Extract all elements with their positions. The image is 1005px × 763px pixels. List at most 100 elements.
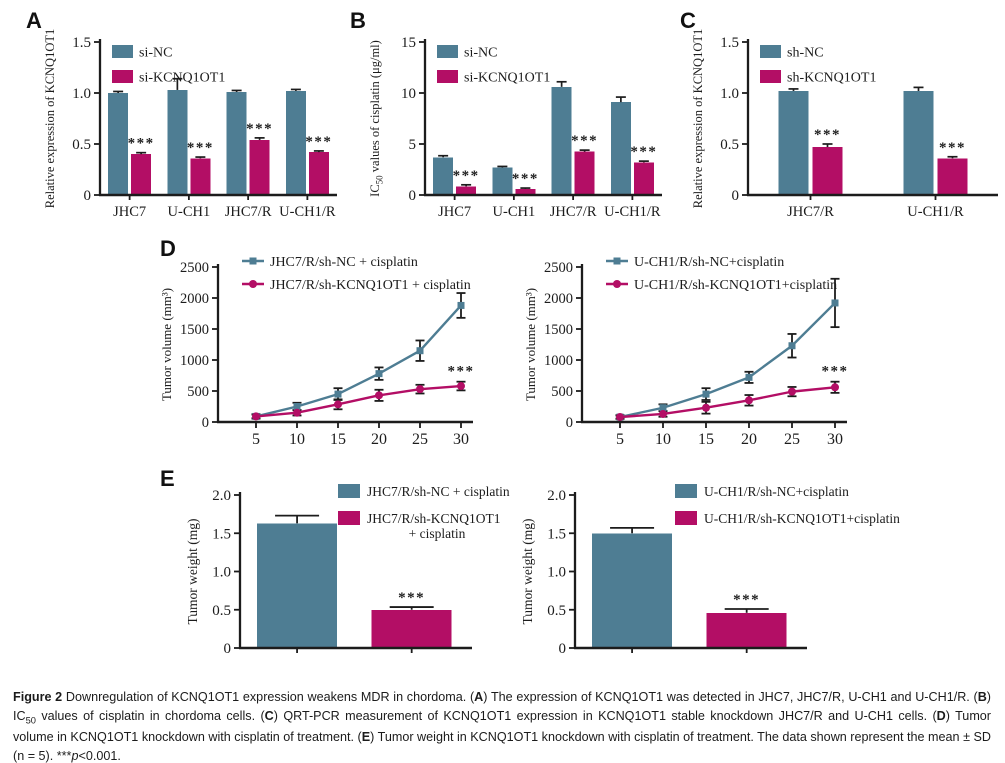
x-category-label: JHC7 [113, 204, 146, 220]
x-category-label: JHC7/R [550, 204, 597, 220]
data-point-marker-square [788, 342, 796, 350]
y-axis-title: Tumor weight (mg) [185, 518, 200, 624]
series-line-JHC7/R/sh-NC + cisplatin [255, 304, 462, 418]
bar-si-KCNQ1OT1-U-CH1 [515, 188, 536, 195]
x-tick-label: 10 [289, 431, 305, 448]
y-tick-label: 2000 [180, 291, 209, 307]
significance-stars: *** [733, 592, 760, 608]
data-point-marker-square [831, 299, 839, 307]
y-tick-label: 1500 [544, 322, 573, 338]
y-tick-label: 2500 [180, 260, 209, 276]
y-tick-label: 0 [566, 415, 573, 431]
chart-A: Relative expression of KCNQ1OT1 JHC7 *** U-… [43, 29, 337, 220]
panel-label-e: E [160, 466, 175, 491]
x-tick-label: 5 [252, 431, 260, 448]
bar-sh-NC-U-CH1/R [903, 90, 934, 195]
panel-label-c: C [680, 8, 696, 33]
data-point-marker-circle [457, 382, 465, 391]
legend-swatch-si-KCNQ1OT1 [112, 70, 133, 83]
data-point-marker-square [613, 257, 621, 265]
chart-panel-d-right-tumor-volume: Tumor volume (mm³) 5 10 15 20 25 30 *** U-CH1/R/… [524, 253, 869, 448]
x-category-label: U-CH1/R [604, 204, 661, 220]
bar-si-NC-U-CH1 [492, 167, 513, 195]
bar-U-CH1/R/sh-KCNQ1OT1+cisplatin [706, 612, 787, 648]
y-tick-label: 0 [84, 188, 92, 204]
series-line-U-CH1/R/sh-NC+cisplatin [619, 302, 836, 419]
legend-label: si-NC [464, 46, 497, 61]
y-axis-title: Tumor volume (mm³) [160, 288, 174, 401]
legend-label: si-KCNQ1OT1 [139, 71, 225, 86]
caption-segment: E [361, 729, 371, 744]
bar-si-NC-JHC7 [108, 93, 129, 195]
significance-stars: *** [128, 136, 155, 152]
significance-stars: *** [814, 127, 841, 143]
y-tick-label: 0 [732, 188, 740, 204]
caption-segment: ) Tumor weight in KCNQ1OT1 knockdown wit… [13, 729, 991, 763]
legend-label: si-KCNQ1OT1 [464, 71, 550, 86]
y-tick-label: 2.0 [547, 488, 566, 504]
data-point-marker-square [659, 404, 667, 412]
y-tick-label: 1.0 [720, 86, 739, 102]
chart-B: IC50 values of cisplatin (μg/ml) JHC7 *** U… [368, 35, 662, 220]
x-tick-label: 20 [371, 431, 387, 448]
bar-si-NC-U-CH1 [167, 89, 188, 195]
caption-segment: Downregulation of KCNQ1OT1 expression we… [65, 690, 475, 704]
bar-si-KCNQ1OT1-U-CH1/R [633, 162, 654, 195]
chart-panel-b-ic50-bars: IC50 values of cisplatin (μg/ml) JHC7 *** U… [365, 13, 675, 225]
y-tick-label: 0.5 [72, 137, 91, 153]
significance-stars: *** [571, 133, 598, 149]
bar-si-KCNQ1OT1-JHC7/R [574, 151, 595, 195]
data-point-marker-square [416, 347, 424, 355]
x-tick-label: 15 [330, 431, 346, 448]
legend-label: si-NC [139, 46, 172, 61]
x-category-label: U-CH1 [493, 204, 536, 220]
bar-si-KCNQ1OT1-JHC7 [131, 154, 152, 195]
y-tick-label: 0.5 [720, 137, 739, 153]
y-tick-label: 500 [551, 384, 573, 400]
panel-label-b: B [350, 8, 366, 33]
data-point-marker-square [293, 403, 301, 410]
legend-swatch-si-NC [112, 45, 133, 58]
significance-stars: *** [448, 364, 475, 380]
data-point-marker-circle [249, 280, 257, 288]
series-line-JHC7/R/sh-KCNQ1OT1 + cisplatin [255, 384, 462, 418]
caption-segment: ) The expression of KCNQ1OT1 was detecte… [483, 690, 978, 704]
data-point-marker-circle [613, 280, 621, 288]
caption-segment: ) Tumor volume in KCNQ1OT1 knockdown wit… [13, 709, 992, 744]
x-tick-label: 30 [453, 431, 469, 448]
y-axis-title: Tumor weight (mg) [520, 518, 535, 624]
y-tick-label: 0 [202, 415, 209, 431]
significance-stars: *** [453, 168, 480, 184]
bar-si-KCNQ1OT1-U-CH1/R [308, 152, 329, 195]
caption-segment: D [936, 709, 946, 724]
data-point-marker-square [702, 390, 710, 398]
y-tick-label: 2.0 [212, 488, 231, 504]
significance-stars: *** [939, 140, 966, 156]
legend-swatch-sh-KCNQ1OT1 [760, 70, 781, 83]
y-axis-title: Tumor volume (mm³) [524, 288, 538, 401]
y-tick-label: 1.0 [72, 86, 91, 102]
y-tick-label: 2500 [544, 260, 573, 276]
legend-label: U-CH1/R/sh-NC+cisplatin [634, 255, 784, 270]
legend-label: U-CH1/R/sh-NC+cisplatin [704, 484, 849, 499]
y-axis-title: Relative expression of KCNQ1OT1 [43, 29, 57, 208]
data-point-marker-circle [702, 403, 710, 412]
y-tick-label: 500 [187, 384, 209, 400]
y-tick-label: 0 [224, 641, 232, 657]
x-tick-label: 25 [784, 431, 800, 448]
data-point-marker-circle [616, 413, 624, 422]
y-tick-label: 1.5 [547, 526, 566, 542]
data-point-marker-circle [745, 396, 753, 405]
caption-segment: C [264, 709, 274, 724]
legend-swatch [338, 484, 360, 498]
data-point-marker-square [745, 373, 753, 381]
data-point-marker-circle [252, 412, 260, 421]
y-tick-label: 1500 [180, 322, 209, 338]
legend-label: U-CH1/R/sh-KCNQ1OT1+cisplatin [704, 511, 900, 526]
bar-JHC7/R/sh-NC + cisplatin [257, 523, 338, 648]
bar-sh-NC-JHC7/R [778, 90, 809, 195]
x-tick-label: 20 [741, 431, 757, 448]
caption-segment: B [977, 690, 987, 704]
y-tick-label: 1.0 [547, 565, 566, 581]
bar-si-NC-U-CH1/R [610, 102, 631, 195]
